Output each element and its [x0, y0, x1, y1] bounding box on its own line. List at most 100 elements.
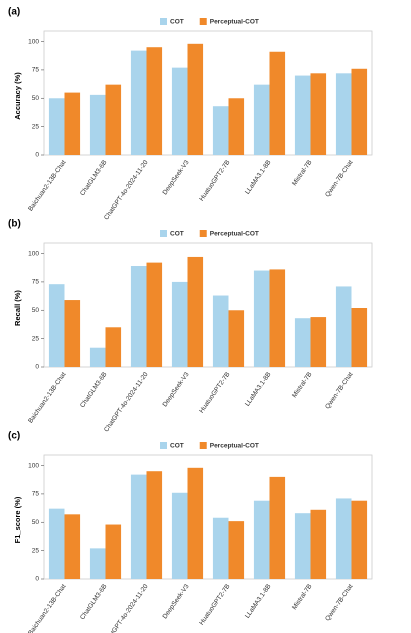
x-tick-label: ChatGPT-4o-2024-11-20 — [103, 371, 150, 434]
bar — [64, 300, 81, 367]
bar — [130, 50, 147, 155]
bar — [228, 521, 245, 579]
bar — [130, 266, 147, 367]
bar — [310, 317, 327, 367]
y-tick-label: 0 — [35, 152, 39, 159]
y-tick-label: 25 — [32, 123, 40, 130]
bar — [146, 47, 163, 155]
x-tick-label: Mistral-7B — [291, 159, 314, 187]
x-tick-label: HuatuoGPT2-7B — [198, 159, 231, 202]
bar — [310, 73, 327, 155]
x-tick-label: Baichuan2-13B-Chat — [27, 159, 67, 213]
bar — [171, 492, 188, 579]
x-tick-label: DeepSeek-V3 — [162, 371, 191, 408]
y-axis-label: Accuracy (%) — [13, 72, 22, 120]
bar — [335, 286, 352, 367]
bar — [89, 548, 106, 579]
x-tick-label: ChatGLM3-6B — [79, 583, 109, 621]
y-tick-label: 0 — [35, 576, 39, 583]
bar — [212, 295, 229, 367]
x-tick-label: Qwen-7B-Chat — [324, 159, 355, 198]
legend-swatch — [199, 18, 207, 25]
y-tick-label: 0 — [35, 364, 39, 371]
bar — [64, 514, 81, 579]
bar — [105, 327, 122, 367]
y-tick-label: 50 — [32, 95, 40, 102]
legend-label: COT — [170, 443, 184, 450]
y-tick-label: 75 — [32, 279, 40, 286]
bar — [187, 467, 204, 579]
x-tick-label: HuatuoGPT2-7B — [198, 371, 231, 414]
bar — [187, 43, 204, 155]
y-tick-label: 25 — [32, 547, 40, 554]
legend-label: Perceptual-COT — [210, 231, 259, 238]
y-axis-label: Recall (%) — [13, 290, 22, 326]
bar — [269, 51, 286, 155]
plot-frame — [43, 30, 373, 156]
y-tick-label: 100 — [28, 38, 39, 45]
bar — [253, 270, 270, 367]
legend-swatch — [160, 230, 167, 237]
x-tick-label: ChatGPT-4o-2024-11-20 — [103, 583, 150, 633]
y-tick-label: 25 — [32, 335, 40, 342]
bar — [351, 500, 368, 579]
plot-frame — [43, 454, 373, 580]
legend-label: Perceptual-COT — [210, 443, 259, 450]
bar — [228, 98, 245, 155]
x-tick-label: DeepSeek-V3 — [162, 159, 191, 196]
legend-swatch — [199, 230, 207, 237]
y-tick-label: 75 — [32, 491, 40, 498]
bar — [64, 92, 81, 155]
x-tick-label: ChatGLM3-6B — [79, 371, 109, 409]
x-tick-label: Qwen-7B-Chat — [324, 371, 355, 410]
legend-swatch — [199, 442, 207, 449]
bar — [89, 347, 106, 367]
bar — [335, 498, 352, 579]
x-tick-label: LLaMA3.1-8B — [244, 159, 273, 196]
legend-swatch — [160, 442, 167, 449]
bar — [130, 474, 147, 579]
bar — [171, 67, 188, 155]
y-tick-label: 50 — [32, 519, 40, 526]
bar — [335, 73, 352, 155]
bar — [253, 84, 270, 155]
bar — [269, 269, 286, 367]
y-tick-label: 75 — [32, 67, 40, 74]
bar — [89, 94, 106, 155]
x-tick-label: Baichuan2-13B-Chat — [27, 371, 67, 425]
y-axis-label: F1_score (%) — [13, 496, 22, 543]
bar — [294, 75, 311, 155]
bar — [48, 508, 65, 579]
bar — [146, 471, 163, 579]
x-tick-label: Baichuan2-13B-Chat — [27, 583, 67, 633]
legend-label: COT — [170, 231, 184, 238]
y-tick-label: 50 — [32, 307, 40, 314]
panel-label: (a) — [8, 7, 20, 18]
legend-label: Perceptual-COT — [210, 19, 259, 26]
bar — [351, 68, 368, 155]
bar — [294, 513, 311, 579]
y-tick-label: 100 — [28, 250, 39, 257]
bar — [187, 256, 204, 367]
x-tick-label: DeepSeek-V3 — [162, 583, 191, 620]
x-tick-label: ChatGLM3-6B — [79, 159, 109, 197]
bar — [269, 476, 286, 579]
bar — [212, 106, 229, 155]
x-tick-label: HuatuoGPT2-7B — [198, 583, 231, 626]
bar — [171, 281, 188, 367]
y-tick-label: 100 — [28, 462, 39, 469]
bar — [228, 310, 245, 367]
legend-label: COT — [170, 19, 184, 26]
panel-label: (b) — [8, 219, 21, 230]
x-tick-label: ChatGPT-4o-2024-11-20 — [103, 159, 150, 222]
x-tick-label: LLaMA3.1-8B — [244, 371, 273, 408]
x-tick-label: Qwen-7B-Chat — [324, 583, 355, 622]
plot-frame — [43, 242, 373, 368]
x-tick-label: Mistral-7B — [291, 583, 314, 611]
bar — [146, 262, 163, 367]
bar — [351, 308, 368, 367]
bar — [310, 509, 327, 579]
panel-label: (c) — [8, 431, 20, 442]
bar — [105, 84, 122, 155]
